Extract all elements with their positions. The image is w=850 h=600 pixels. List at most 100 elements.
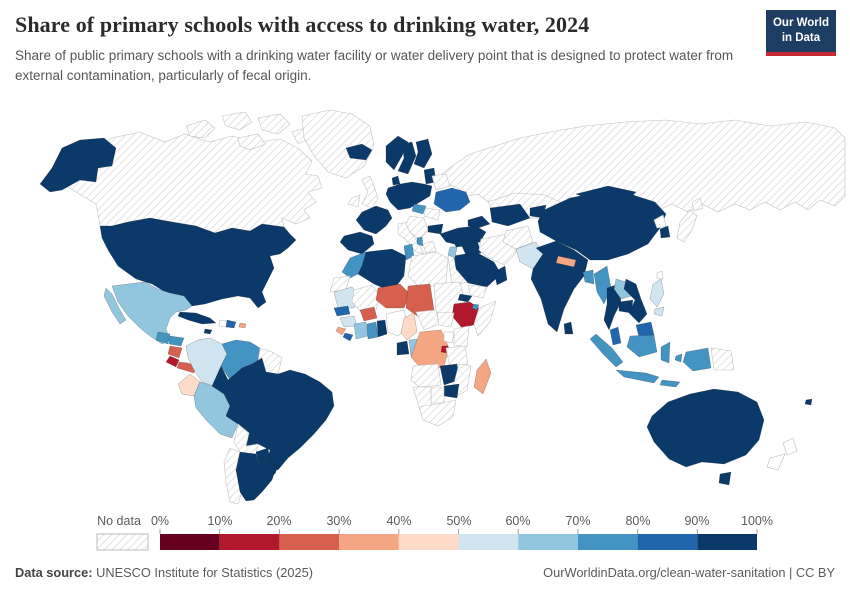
country-indonesia-java[interactable] (615, 369, 660, 384)
country-romania[interactable] (423, 207, 441, 221)
country-central-europe[interactable] (385, 181, 433, 211)
country-indonesia-sumatra[interactable] (589, 333, 624, 368)
country-papua-indonesia[interactable] (682, 347, 712, 372)
country-dominican-republic[interactable] (225, 319, 237, 329)
country-niger[interactable] (375, 283, 411, 309)
country-indonesia-lesser-sunda[interactable] (659, 353, 683, 388)
country-botswana[interactable] (430, 386, 445, 404)
country-canada-arctic-islands[interactable] (185, 111, 311, 151)
country-north-korea[interactable] (653, 214, 667, 229)
country-cameroon[interactable] (400, 312, 418, 341)
country-south-korea[interactable] (659, 225, 671, 239)
country-haiti[interactable] (218, 319, 228, 328)
country-hungary[interactable] (411, 203, 427, 215)
country-indonesia-kalimantan[interactable] (626, 334, 658, 358)
country-cote-divoire[interactable] (353, 321, 369, 340)
country-taiwan[interactable] (656, 270, 664, 280)
country-guatemala[interactable] (155, 331, 171, 345)
legend-swatch-60-70[interactable] (518, 534, 578, 550)
country-mali[interactable] (351, 284, 381, 312)
country-cuba[interactable] (177, 311, 217, 325)
country-australia[interactable] (646, 388, 765, 486)
country-laos[interactable] (613, 278, 632, 300)
country-eritrea[interactable] (457, 293, 473, 303)
country-burkina-faso[interactable] (359, 306, 378, 322)
country-yemen[interactable] (467, 284, 488, 299)
country-costa-rica[interactable] (165, 355, 180, 368)
legend-swatch-30-40[interactable] (339, 534, 399, 550)
country-south-africa[interactable] (418, 399, 457, 427)
country-jordan-israel[interactable] (447, 246, 458, 259)
country-vietnam[interactable] (623, 278, 648, 324)
owid-logo[interactable]: Our World in Data (766, 10, 836, 56)
country-jamaica[interactable] (203, 328, 213, 335)
country-greece[interactable] (422, 240, 437, 254)
country-tanzania[interactable] (445, 345, 469, 369)
country-somalia[interactable] (473, 300, 497, 337)
country-iberia[interactable] (339, 231, 375, 255)
country-denmark[interactable] (391, 175, 401, 186)
country-djibouti[interactable] (471, 303, 480, 311)
country-belarus[interactable] (431, 173, 451, 191)
country-saudi-arabia[interactable] (453, 251, 502, 288)
country-papua-new-guinea[interactable] (710, 347, 735, 371)
country-mongolia[interactable] (575, 185, 637, 203)
country-japan[interactable] (676, 197, 704, 243)
country-sweden[interactable] (397, 141, 417, 175)
country-nicaragua[interactable] (167, 345, 183, 359)
country-usa[interactable] (99, 217, 297, 309)
country-brazil[interactable] (211, 357, 335, 471)
legend-swatch-70-80[interactable] (577, 534, 638, 550)
country-madagascar[interactable] (473, 358, 492, 395)
country-angola[interactable] (410, 363, 442, 388)
country-namibia[interactable] (412, 386, 432, 408)
country-syria[interactable] (451, 235, 467, 248)
country-bangladesh[interactable] (582, 269, 595, 285)
country-iceland[interactable] (345, 143, 373, 161)
legend-swatch-0-10[interactable] (160, 534, 220, 550)
country-nepal[interactable] (555, 255, 577, 268)
legend-swatch-90-100[interactable] (697, 534, 757, 550)
country-new-zealand[interactable] (766, 437, 798, 471)
country-oman[interactable] (493, 265, 508, 286)
country-gabon[interactable] (396, 340, 410, 356)
country-bhutan[interactable] (578, 263, 587, 270)
country-france[interactable] (355, 205, 393, 235)
country-sierra-leone[interactable] (335, 326, 347, 336)
country-puerto-rico[interactable] (238, 322, 247, 329)
legend-swatch-20-30[interactable] (279, 534, 340, 550)
country-malaysia-peninsular[interactable] (609, 326, 622, 346)
country-malaysia-borneo[interactable] (635, 321, 655, 338)
country-finland[interactable] (413, 138, 433, 169)
country-benin-togo[interactable] (376, 319, 388, 338)
country-argentina[interactable] (235, 451, 277, 502)
country-philippines[interactable] (649, 278, 665, 317)
country-uk[interactable] (361, 175, 379, 209)
country-bulgaria[interactable] (427, 223, 444, 235)
country-honduras[interactable] (168, 335, 185, 347)
country-panama[interactable] (176, 361, 197, 374)
country-canada[interactable] (59, 131, 323, 234)
country-south-sudan[interactable] (436, 311, 455, 328)
country-uganda[interactable] (443, 331, 455, 344)
country-greenland[interactable] (301, 109, 375, 179)
legend-swatch-80-90[interactable] (637, 534, 698, 550)
country-ukraine[interactable] (433, 187, 471, 213)
country-albania[interactable] (416, 236, 424, 247)
country-caucasus[interactable] (467, 215, 491, 229)
legend-no-data-swatch[interactable] (96, 533, 149, 551)
country-ireland[interactable] (347, 194, 361, 208)
country-afghanistan[interactable] (502, 225, 534, 250)
country-alaska[interactable] (39, 137, 117, 193)
country-bolivia[interactable] (233, 423, 259, 457)
country-central-african-republic[interactable] (415, 309, 440, 331)
country-uruguay[interactable] (267, 463, 279, 475)
country-fiji[interactable] (804, 398, 813, 406)
country-liberia[interactable] (342, 332, 354, 342)
country-indonesia-sulawesi[interactable] (660, 341, 671, 364)
country-mexico[interactable] (103, 281, 193, 345)
legend-swatch-40-50[interactable] (398, 534, 459, 550)
legend-swatch-50-60[interactable] (458, 534, 519, 550)
country-kenya[interactable] (453, 325, 470, 348)
country-libya[interactable] (407, 251, 449, 289)
